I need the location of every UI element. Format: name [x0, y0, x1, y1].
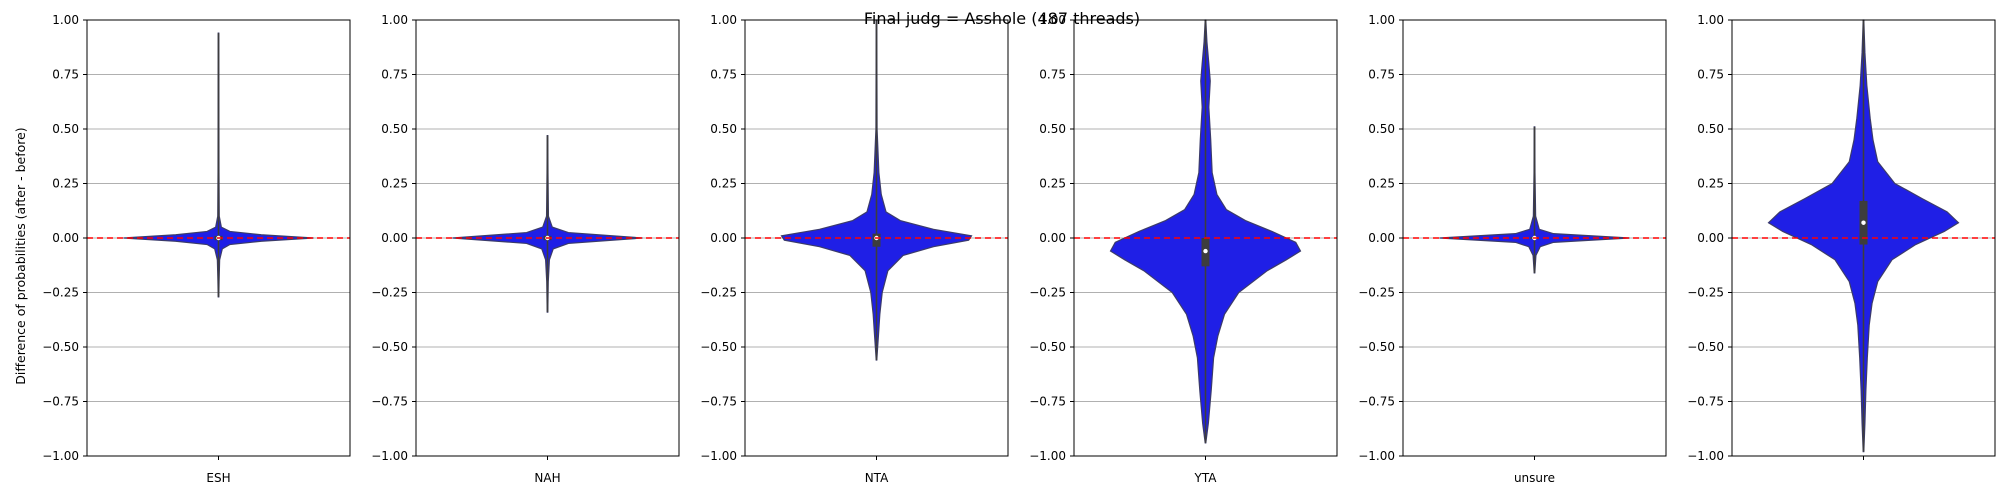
y-tick-label: −0.75 — [42, 395, 79, 409]
panel-YTA: −1.00 −0.75 −0.50 −0.25 0.00 0.25 0.50 0.75 1.00… — [1029, 13, 1338, 485]
y-tick-label: −1.00 — [1358, 449, 1395, 463]
x-category-label: YTA — [1194, 471, 1218, 485]
y-tick-label: 0.75 — [1368, 68, 1395, 82]
y-tick-label: 0.75 — [381, 68, 408, 82]
y-tick-label: −0.75 — [1029, 395, 1066, 409]
y-tick-label: 0.50 — [1368, 122, 1395, 136]
panel-NAH: −1.00 −0.75 −0.50 −0.25 0.00 0.25 0.50 0.75 1.00… — [371, 13, 680, 485]
y-tick-label: 0.50 — [1697, 122, 1724, 136]
y-tick-label: 0.25 — [1368, 177, 1395, 191]
y-tick-label: −0.25 — [1029, 286, 1066, 300]
y-tick-label: 0.75 — [710, 68, 737, 82]
y-tick-label: 1.00 — [381, 13, 408, 27]
panel-ESH: −1.00 −0.75 −0.50 −0.25 0.00 0.25 0.50 0.75 1.00… — [42, 13, 351, 485]
y-tick-label: 0.25 — [1697, 177, 1724, 191]
y-tick-label: 1.00 — [1039, 13, 1066, 27]
x-category-label: NAH — [534, 471, 560, 485]
y-tick-label: 0.00 — [710, 231, 737, 245]
y-tick-label: −1.00 — [371, 449, 408, 463]
figure-title: Final judg = Asshole (487 threads) — [864, 9, 1140, 28]
y-tick-label: −0.25 — [42, 286, 79, 300]
y-tick-label: 1.00 — [710, 13, 737, 27]
panel-unlabeled: −1.00 −0.75 −0.50 −0.25 0.00 0.25 0.50 0.75 1.00 — [1687, 13, 1996, 463]
y-tick-label: 0.00 — [52, 231, 79, 245]
y-tick-label: −0.75 — [700, 395, 737, 409]
violin-median — [1861, 220, 1866, 225]
panel-NTA: −1.00 −0.75 −0.50 −0.25 0.00 0.25 0.50 0.75 1.00… — [700, 13, 1009, 485]
y-tick-label: −0.75 — [371, 395, 408, 409]
y-tick-label: 0.00 — [381, 231, 408, 245]
y-tick-label: 0.75 — [1039, 68, 1066, 82]
y-tick-label: −0.50 — [700, 340, 737, 354]
y-tick-label: 0.50 — [381, 122, 408, 136]
y-tick-label: 0.75 — [1697, 68, 1724, 82]
x-category-label: ESH — [206, 471, 230, 485]
x-category-label: unsure — [1514, 471, 1555, 485]
y-tick-label: 1.00 — [1368, 13, 1395, 27]
violin-median — [1203, 248, 1208, 254]
y-tick-label: −0.50 — [1029, 340, 1066, 354]
y-axis-label: Difference of probabilities (after - bef… — [13, 127, 28, 384]
y-tick-label: 0.50 — [52, 122, 79, 136]
y-tick-label: 1.00 — [1697, 13, 1724, 27]
y-tick-label: −0.50 — [371, 340, 408, 354]
y-tick-label: −1.00 — [700, 449, 737, 463]
y-tick-label: −0.50 — [1358, 340, 1395, 354]
y-tick-label: −0.50 — [1687, 340, 1724, 354]
y-tick-label: 0.25 — [710, 177, 737, 191]
y-tick-label: 0.25 — [52, 177, 79, 191]
y-tick-label: −0.75 — [1687, 395, 1724, 409]
y-tick-label: −0.25 — [700, 286, 737, 300]
y-tick-label: −0.50 — [42, 340, 79, 354]
y-tick-label: −0.25 — [1358, 286, 1395, 300]
y-tick-label: −1.00 — [42, 449, 79, 463]
y-tick-label: −1.00 — [1687, 449, 1724, 463]
y-tick-label: 0.00 — [1039, 231, 1066, 245]
y-tick-label: −0.25 — [371, 286, 408, 300]
y-tick-label: −0.25 — [1687, 286, 1724, 300]
y-tick-label: 0.00 — [1697, 231, 1724, 245]
y-tick-label: 0.50 — [1039, 122, 1066, 136]
y-tick-label: 0.25 — [1039, 177, 1066, 191]
y-tick-label: 0.50 — [710, 122, 737, 136]
y-tick-label: 0.25 — [381, 177, 408, 191]
x-category-label: NTA — [865, 471, 889, 485]
y-tick-label: 0.00 — [1368, 231, 1395, 245]
y-tick-label: −0.75 — [1358, 395, 1395, 409]
y-tick-label: 0.75 — [52, 68, 79, 82]
y-tick-label: −1.00 — [1029, 449, 1066, 463]
panel-unsure: −1.00 −0.75 −0.50 −0.25 0.00 0.25 0.50 0.75 1.00… — [1358, 13, 1667, 485]
y-tick-label: 1.00 — [52, 13, 79, 27]
